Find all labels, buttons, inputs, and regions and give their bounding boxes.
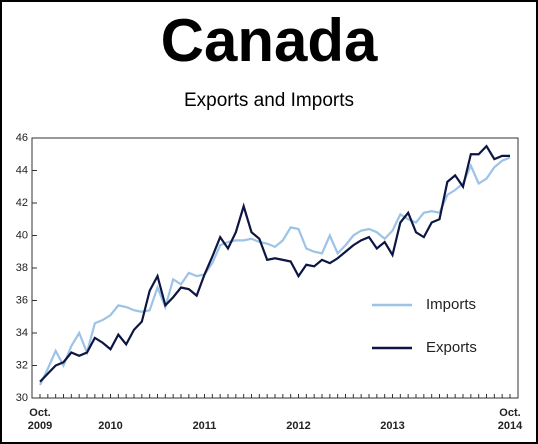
y-tick-label: 38 bbox=[16, 262, 28, 274]
chart-title: Canada bbox=[161, 7, 378, 74]
chart-subtitle: Exports and Imports bbox=[184, 90, 354, 111]
y-tick-label: 42 bbox=[16, 197, 28, 209]
x-tick-label: 2012 bbox=[286, 420, 311, 432]
x-tick-label: 2011 bbox=[192, 420, 217, 432]
x-tick-label: Oct. 2009 bbox=[27, 407, 53, 432]
y-tick-label: 30 bbox=[16, 392, 28, 404]
y-tick-label: 36 bbox=[16, 294, 28, 306]
y-tick-label: 40 bbox=[16, 229, 28, 241]
x-tick-label: 2013 bbox=[380, 420, 405, 432]
x-tick-label: Oct. 2014 bbox=[497, 407, 523, 432]
series-line bbox=[39, 144, 510, 383]
series-line bbox=[39, 156, 511, 386]
x-tick-label: 2010 bbox=[98, 420, 123, 432]
legend-label: Exports bbox=[426, 339, 477, 356]
legend-label: Imports bbox=[426, 296, 476, 313]
y-tick-label: 34 bbox=[16, 327, 28, 339]
y-tick-label: 44 bbox=[16, 164, 28, 176]
y-tick-label: 46 bbox=[16, 132, 28, 144]
y-tick-label: 32 bbox=[16, 359, 28, 371]
